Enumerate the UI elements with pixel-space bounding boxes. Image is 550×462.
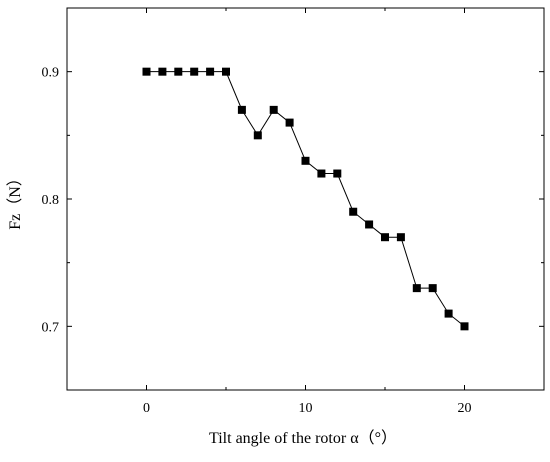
data-point-marker	[381, 233, 389, 242]
y-tick-label: 0.7	[42, 320, 60, 335]
x-tick-label: 10	[299, 401, 313, 416]
series-layer	[142, 67, 469, 331]
data-point-marker	[428, 284, 437, 293]
data-point-marker	[237, 105, 246, 114]
x-axis-label: Tilt angle of the rotor α（°）	[209, 429, 397, 447]
y-axis-ticks: 0.7 0.8 0.9	[42, 7, 544, 391]
data-point-marker	[206, 67, 215, 76]
data-point-marker	[285, 118, 294, 127]
data-point-marker	[142, 67, 151, 76]
data-point-marker	[222, 67, 230, 76]
y-axis-label: Fz（N）	[6, 170, 24, 230]
data-point-marker	[412, 284, 421, 293]
data-point-marker	[396, 233, 405, 242]
x-tick-label: 0	[143, 401, 150, 416]
data-point-marker	[317, 169, 326, 178]
data-point-marker	[253, 131, 262, 140]
y-tick-label: 0.8	[42, 193, 60, 208]
data-point-marker	[174, 67, 183, 76]
data-point-marker	[333, 169, 342, 178]
data-point-marker	[365, 220, 374, 229]
data-point-marker	[444, 309, 453, 318]
data-point-marker	[269, 105, 278, 114]
x-axis-ticks: 0 10 20	[66, 8, 545, 416]
data-point-marker	[301, 156, 310, 165]
data-point-marker	[158, 67, 167, 76]
data-point-marker	[460, 322, 469, 331]
data-point-marker	[349, 207, 358, 216]
x-tick-label: 20	[458, 401, 472, 416]
plot-frame	[66, 7, 545, 391]
data-point-marker	[190, 67, 199, 76]
y-tick-label: 0.9	[42, 66, 60, 81]
